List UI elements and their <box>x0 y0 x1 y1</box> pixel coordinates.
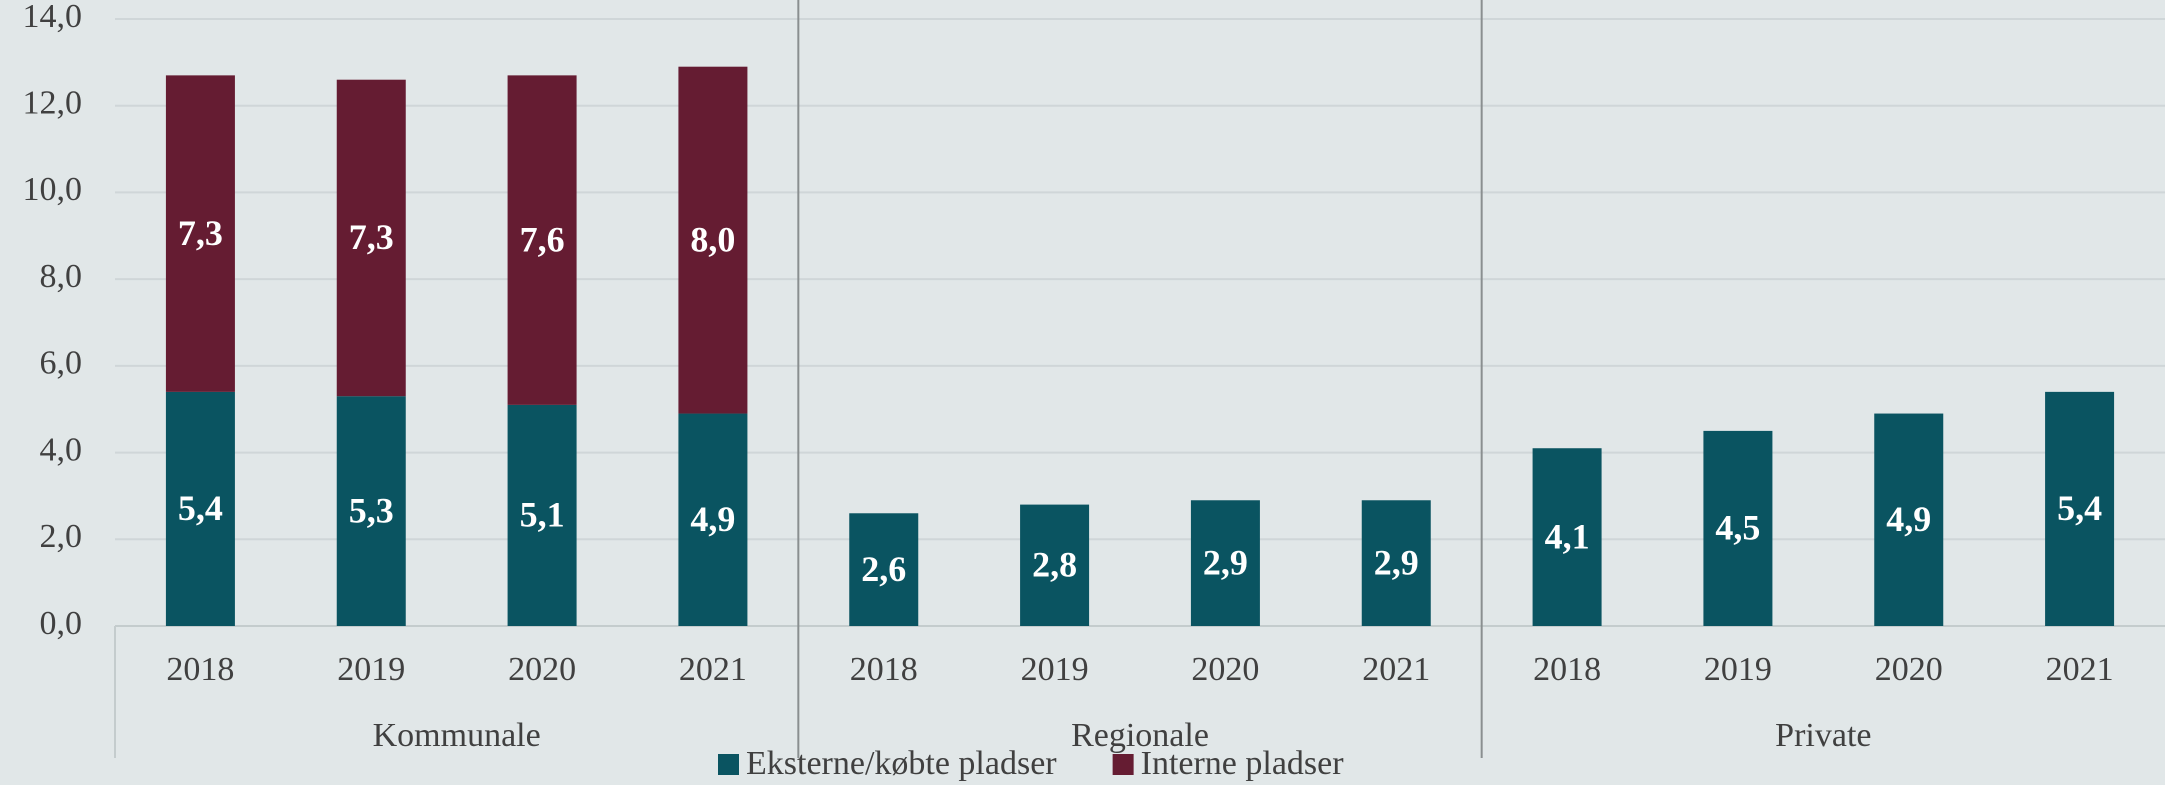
group-label: Kommunale <box>373 717 541 754</box>
x-tick-label: 2018 <box>850 651 918 688</box>
x-tick-label: 2018 <box>166 651 234 688</box>
y-tick-label: 6,0 <box>40 345 83 382</box>
y-tick-label: 4,0 <box>40 431 83 468</box>
x-tick-label: 2020 <box>1875 651 1943 688</box>
bar-segment <box>336 79 406 397</box>
legend-swatch <box>718 754 739 775</box>
data-label: 7,3 <box>178 213 223 253</box>
x-tick-label: 2019 <box>1021 651 1089 688</box>
data-label: 5,4 <box>178 488 223 528</box>
legend-swatch <box>1112 754 1134 775</box>
bar-segment <box>507 75 577 405</box>
group-label: Private <box>1775 717 1871 754</box>
y-tick-label: 12,0 <box>23 85 83 122</box>
bar-segment <box>1532 448 1602 626</box>
group-label: Regionale <box>1071 717 1209 754</box>
data-label: 4,9 <box>1886 499 1931 539</box>
x-tick-label: 2019 <box>1704 651 1772 688</box>
data-label: 5,4 <box>2057 488 2102 528</box>
y-tick-label: 0,0 <box>40 605 83 642</box>
x-tick-label: 2020 <box>1191 651 1259 688</box>
y-tick-label: 10,0 <box>23 171 83 208</box>
bar-segment <box>1874 413 1944 626</box>
bar-segment <box>165 75 235 392</box>
bar-segment <box>336 396 406 626</box>
data-label: 5,3 <box>349 490 394 530</box>
y-tick-label: 14,0 <box>23 0 83 35</box>
x-tick-label: 2020 <box>508 651 576 688</box>
data-label: 2,9 <box>1374 542 1419 582</box>
x-tick-label: 2021 <box>1362 651 1430 688</box>
data-label: 2,8 <box>1032 545 1077 585</box>
data-label: 4,9 <box>690 499 735 539</box>
bar-segment <box>1020 504 1090 626</box>
y-tick-label: 8,0 <box>40 258 83 295</box>
x-tick-label: 2021 <box>679 651 747 688</box>
bar-segment <box>507 404 577 626</box>
legend-label: Interne pladser <box>1141 745 1345 782</box>
bar-segment <box>1703 430 1773 626</box>
data-label: 2,9 <box>1203 542 1248 582</box>
data-label: 7,3 <box>349 217 394 257</box>
y-tick-label: 2,0 <box>40 518 83 555</box>
data-label: 4,1 <box>1545 516 1590 556</box>
bar-segment <box>1361 500 1431 626</box>
bar-segment <box>849 513 919 626</box>
bar-segment <box>678 66 748 414</box>
bar-segment <box>1190 500 1260 626</box>
x-tick-label: 2019 <box>337 651 405 688</box>
bar-segment <box>2045 391 2115 626</box>
x-tick-label: 2021 <box>2046 651 2114 688</box>
legend-label: Eksterne/købte pladser <box>746 745 1057 782</box>
data-label: 7,6 <box>520 219 565 259</box>
data-label: 2,6 <box>861 549 906 589</box>
data-label: 4,5 <box>1715 508 1760 548</box>
data-label: 8,0 <box>690 219 735 259</box>
data-label: 5,1 <box>520 495 565 535</box>
bar-segment <box>165 391 235 626</box>
x-tick-label: 2018 <box>1533 651 1601 688</box>
bar-segment <box>678 413 748 626</box>
